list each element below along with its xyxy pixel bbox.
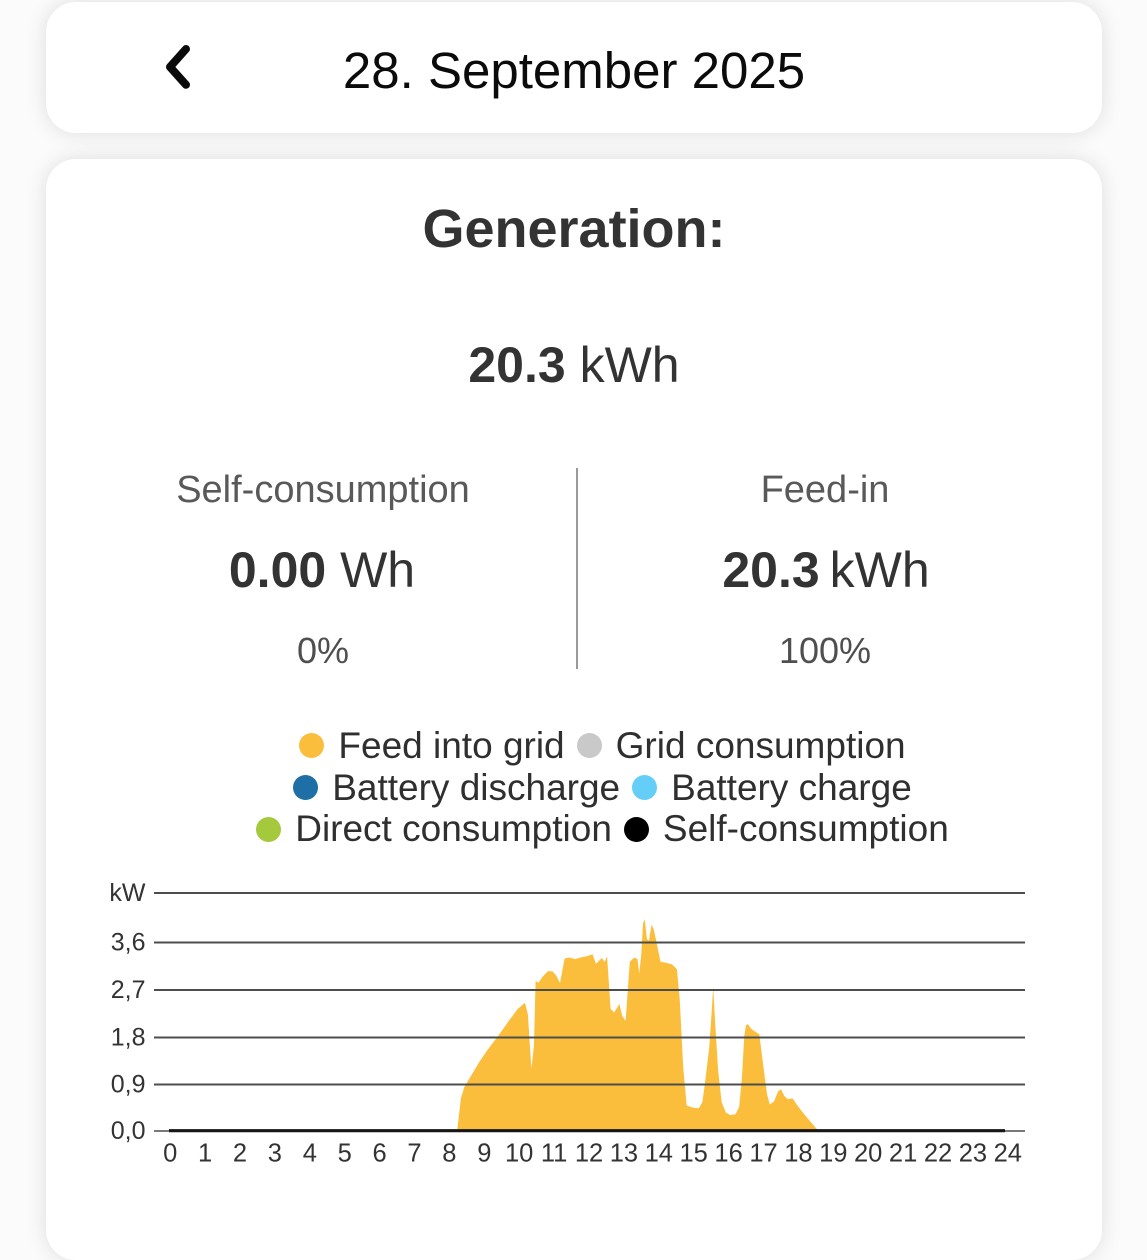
svg-text:3: 3 [268, 1140, 282, 1168]
svg-text:17: 17 [749, 1140, 777, 1168]
svg-text:21: 21 [889, 1140, 917, 1168]
svg-text:7: 7 [407, 1140, 421, 1168]
svg-text:6: 6 [373, 1140, 387, 1168]
svg-text:10: 10 [505, 1140, 533, 1168]
svg-text:1: 1 [198, 1140, 212, 1168]
svg-text:5: 5 [338, 1140, 352, 1168]
svg-text:8: 8 [442, 1140, 456, 1168]
svg-text:13: 13 [610, 1140, 638, 1168]
svg-text:23: 23 [959, 1140, 987, 1168]
svg-text:18: 18 [784, 1140, 812, 1168]
svg-text:0: 0 [163, 1140, 177, 1168]
svg-text:1,8: 1,8 [111, 1024, 146, 1052]
svg-text:2,7: 2,7 [111, 976, 146, 1004]
svg-text:19: 19 [819, 1140, 847, 1168]
svg-text:20: 20 [854, 1140, 882, 1168]
svg-text:0,9: 0,9 [111, 1071, 146, 1099]
svg-text:11: 11 [541, 1140, 567, 1168]
svg-text:4: 4 [303, 1140, 317, 1168]
svg-text:12: 12 [575, 1140, 603, 1168]
svg-text:0,0: 0,0 [111, 1117, 146, 1145]
svg-text:24: 24 [994, 1140, 1022, 1168]
svg-text:16: 16 [714, 1140, 742, 1168]
svg-text:15: 15 [680, 1140, 708, 1168]
svg-text:14: 14 [645, 1140, 673, 1168]
svg-text:kW: kW [109, 879, 146, 907]
svg-text:2: 2 [233, 1140, 247, 1168]
svg-text:3,6: 3,6 [111, 929, 146, 957]
svg-text:22: 22 [924, 1140, 952, 1168]
svg-text:9: 9 [477, 1140, 491, 1168]
